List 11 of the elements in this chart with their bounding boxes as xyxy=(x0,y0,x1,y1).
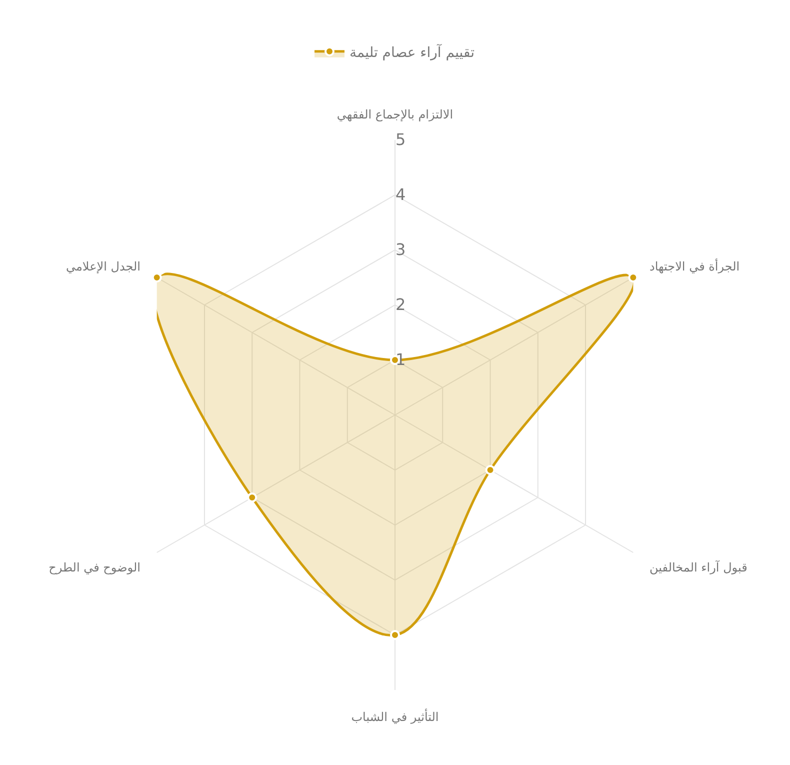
spoke-label: الالتزام بالإجماع الفقهي xyxy=(336,108,454,122)
y-tick-label: 4 xyxy=(396,185,406,204)
legend-label: تقييم آراء عصام تليمة xyxy=(350,42,475,61)
y-tick-label: 5 xyxy=(396,130,406,150)
y-tick-label: 2 xyxy=(396,295,406,314)
spoke-label: قبول آراء المخالفين xyxy=(650,560,748,575)
spoke-label: الجدل الإعلامي xyxy=(66,259,140,274)
spoke-label: الجرأة في الاجتهاد xyxy=(650,258,740,274)
spoke-label: التأثير في الشباب xyxy=(351,708,439,724)
y-tick-label: 3 xyxy=(396,240,406,260)
spoke-label: الوضوح في الطرح xyxy=(48,560,140,575)
